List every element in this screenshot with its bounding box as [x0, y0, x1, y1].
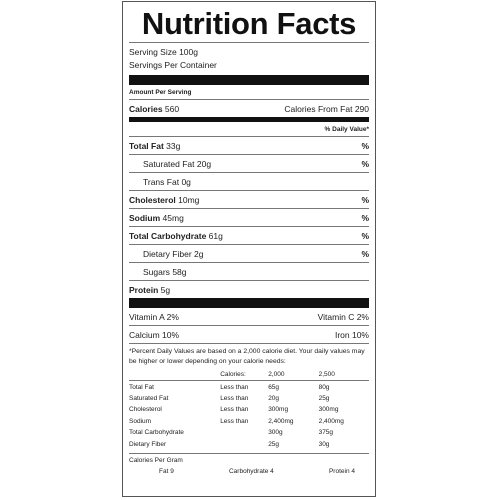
mineral-row: Calcium 10% Iron 10% [129, 325, 369, 343]
nutrient-row-saturated-fat: Saturated Fat 20g % [129, 154, 369, 172]
vitamin-c: Vitamin C 2% [317, 311, 369, 322]
nutrient-value: 2g [194, 248, 204, 259]
calories-from-fat-label: Calories From Fat [284, 103, 353, 114]
nutrient-label: Trans Fat [143, 176, 180, 187]
servings-per-container: Servings Per Container [129, 60, 217, 70]
nutrient-pct: % [361, 230, 369, 241]
dv-table-row: Total Fat Less than 65g 80g [129, 383, 330, 391]
calcium: Calcium 10% [129, 329, 180, 340]
dv-table-row: Cholesterol Less than 300mg 300mg [129, 406, 339, 414]
calories-row: Calories 560 Calories From Fat 290 [129, 99, 369, 117]
amount-per-serving: Amount Per Serving [129, 89, 192, 96]
dv-table-row: Dietary Fiber 25g 30g [129, 440, 330, 448]
cpg-carbohydrate: Carbohydrate 4 [228, 467, 274, 475]
calories-per-gram-row: Fat 9 Carbohydrate 4 Protein 4 [129, 464, 369, 475]
nutrient-value: 45mg [162, 212, 184, 223]
vitamin-a: Vitamin A 2% [129, 311, 179, 322]
mid-divider [129, 117, 369, 122]
calories-value: 560 [164, 103, 180, 114]
calories-label: Calories [129, 103, 163, 114]
dv-table-row: Saturated Fat Less than 20g 25g [129, 394, 330, 402]
nutrient-value: 0g [181, 176, 191, 187]
cpg-protein: Protein 4 [328, 467, 355, 475]
nutrient-row-total-carbohydrate: Total Carbohydrate 61g % [129, 226, 369, 244]
calories-per-gram-label: Calories Per Gram [129, 456, 183, 464]
nutrient-value: 58g [172, 266, 187, 277]
calories-from-fat-value: 290 [354, 103, 369, 114]
nutrient-pct: % [361, 140, 369, 151]
thick-divider [129, 298, 369, 308]
thick-divider [129, 75, 369, 85]
daily-value-table: Calories: 2,000 2,500 Total Fat Less tha… [129, 369, 369, 450]
nutrient-pct: % [361, 194, 369, 205]
nutrient-label: Cholesterol [129, 194, 176, 205]
dv-table-header: Calories: 2,000 2,500 [129, 369, 369, 381]
nutrient-pct: % [361, 212, 369, 223]
footnote: *Percent Daily Values are based on a 2,0… [129, 348, 365, 365]
nutrient-pct: % [361, 158, 369, 169]
nutrient-label: Total Carbohydrate [129, 230, 207, 241]
dv-table-row: Sodium Less than 2,400mg 2,400mg [129, 417, 344, 425]
dv-table-row: Total Carbohydrate 300g 375g [129, 429, 334, 437]
nutrient-value: 5g [160, 284, 171, 295]
cpg-fat: Fat 9 [159, 467, 174, 475]
nutrient-label: Protein [129, 284, 159, 295]
vitamin-row: Vitamin A 2% Vitamin C 2% [129, 308, 369, 325]
nutrient-value: 20g [196, 158, 212, 169]
nutrient-row-sodium: Sodium 45mg % [129, 208, 369, 226]
nutrient-row-dietary-fiber: Dietary Fiber 2g % [129, 244, 369, 262]
nutrient-row-sugars: Sugars 58g [129, 262, 369, 280]
nutrient-row-cholesterol: Cholesterol 10mg % [129, 190, 369, 208]
nutrient-row-protein: Protein 5g [129, 280, 369, 298]
nutrient-row-trans-fat: Trans Fat 0g [129, 172, 369, 190]
nutrient-label: Total Fat [129, 140, 164, 151]
daily-value-header: % Daily Value* [324, 125, 369, 133]
serving-size: Serving Size 100g [129, 47, 198, 57]
label-title: Nutrition Facts [141, 6, 357, 41]
nutrient-pct: % [361, 248, 369, 259]
nutrient-label: Sodium [129, 212, 161, 223]
nutrition-facts-label: Nutrition Facts Serving Size 100g Servin… [122, 1, 376, 497]
nutrient-label: Saturated Fat [143, 158, 195, 169]
nutrient-label: Sugars [143, 266, 170, 277]
nutrient-label: Dietary Fiber [143, 248, 192, 259]
nutrient-value: 61g [208, 230, 223, 241]
nutrient-value: 10mg [178, 194, 200, 205]
nutrient-row-total-fat: Total Fat 33g % [129, 136, 369, 154]
iron: Iron 10% [334, 329, 369, 340]
nutrient-value: 33g [166, 140, 181, 151]
